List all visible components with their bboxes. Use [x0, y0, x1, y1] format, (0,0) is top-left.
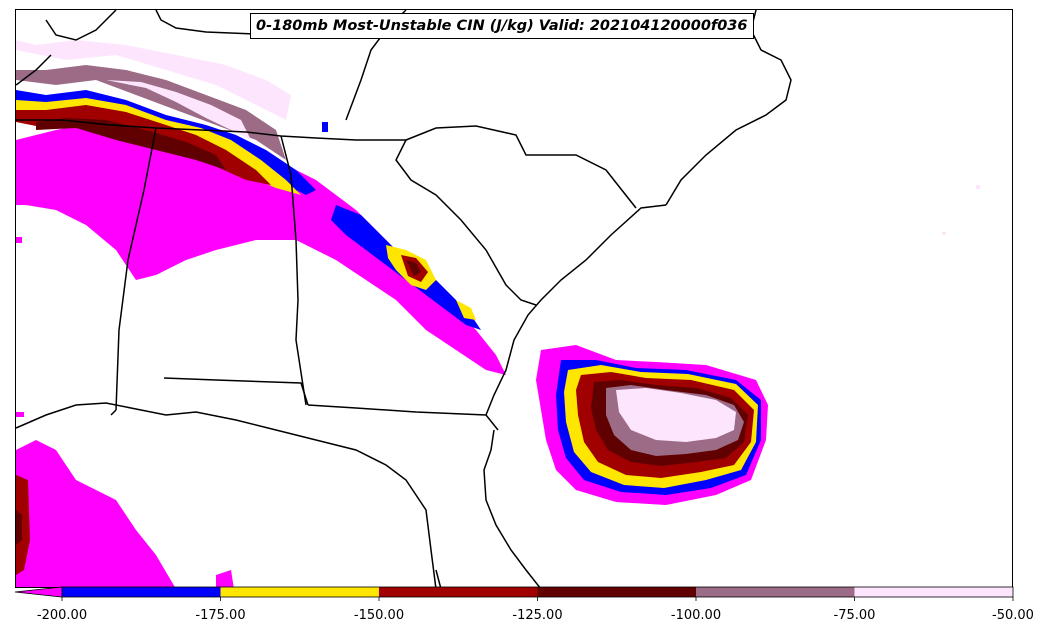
colorbar-tick-label: -125.00 — [512, 608, 563, 623]
northwest-cin-band — [16, 40, 506, 375]
colorbar-bin — [537, 587, 696, 597]
scattered-cin-patches — [16, 122, 980, 417]
colorbar-tick-label: -175.00 — [195, 608, 246, 623]
georgia-cin-band — [331, 205, 481, 330]
colorbar-bins — [62, 587, 1013, 597]
cin-map — [16, 10, 980, 587]
map-panel — [15, 9, 1013, 588]
colorbar-tick-label: -50.00 — [992, 608, 1034, 623]
colorbar-extend-min — [14, 586, 63, 598]
colorbar-tick-label: -200.00 — [36, 608, 88, 623]
atlantic-cin-region — [536, 345, 768, 505]
colorbar-bin — [220, 587, 379, 597]
colorbar — [14, 586, 1014, 601]
colorbar-tick-label: -100.00 — [670, 608, 722, 623]
colorbar-tick-label: -75.00 — [833, 608, 876, 623]
colorbar-bin — [696, 587, 855, 597]
colorbar-tick-label: -150.00 — [353, 608, 405, 623]
colorbar-bin — [854, 587, 1013, 597]
map-title: 0-180mb Most-Unstable CIN (J/kg) Valid: … — [250, 13, 754, 39]
colorbar-bin — [62, 587, 221, 597]
colorbar-ticks — [61, 597, 1014, 601]
gulf-cin-region — [16, 440, 234, 587]
colorbar-bin — [379, 587, 538, 597]
